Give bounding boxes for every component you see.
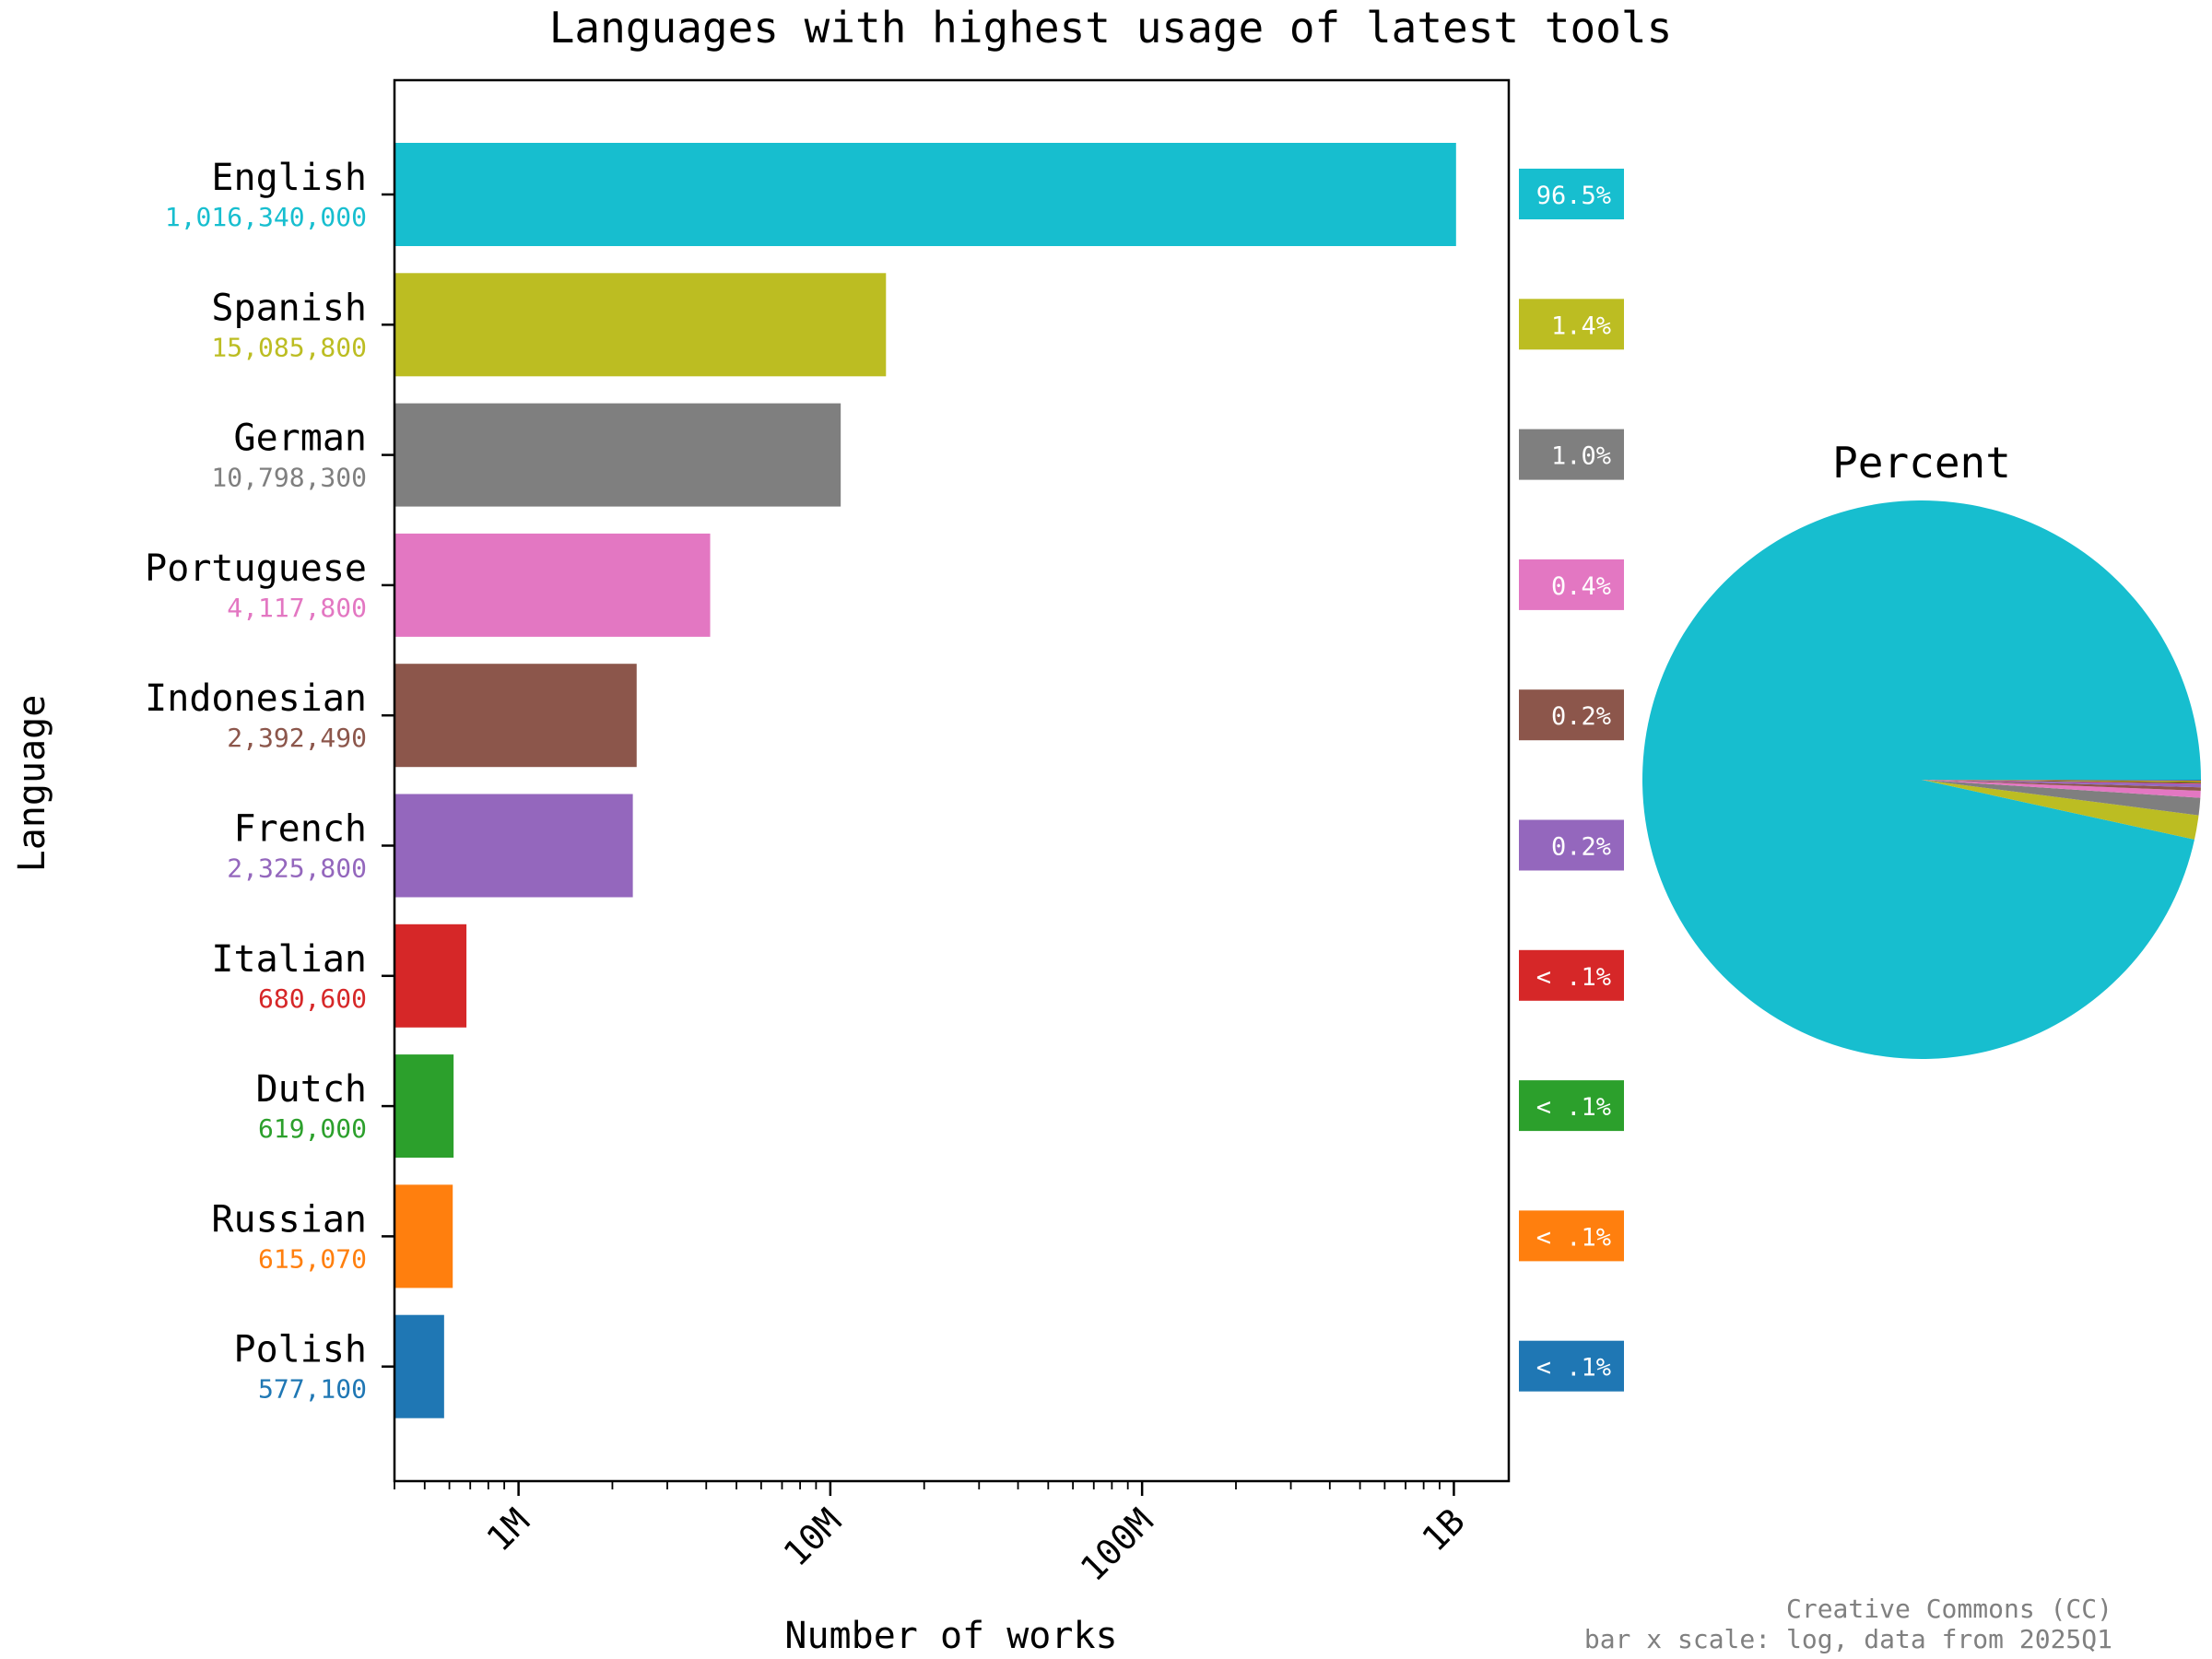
pie-slice-indonesian xyxy=(1922,780,2201,791)
bar-french xyxy=(394,794,633,898)
pie-slice-portuguese xyxy=(1922,780,2201,798)
value-label: 2,325,800 xyxy=(227,853,367,884)
pie-slice-italian xyxy=(1922,780,2201,784)
value-label: 615,070 xyxy=(258,1243,367,1274)
pie-slice-english xyxy=(1642,500,2201,1060)
percent-badge xyxy=(1519,689,1624,741)
percent-badges: 96.5% 1.4% 1.0% 0.4% 0.2% 0.2% < .1% < .1% < .1%… xyxy=(1519,169,1624,1392)
category-label: English xyxy=(211,157,367,199)
percent-label: 1.0% xyxy=(1551,442,1611,471)
percent-label: 0.2% xyxy=(1551,702,1611,731)
percent-badge xyxy=(1519,169,1624,219)
pie-slice-spanish xyxy=(1922,780,2199,840)
percent-badge xyxy=(1519,1210,1624,1262)
pie-slice-polish xyxy=(1922,780,2201,781)
category-label: German xyxy=(234,418,368,460)
footer-scale-note: bar x scale: log, data from 2025Q1 xyxy=(1584,1624,2112,1654)
bar-spanish xyxy=(394,273,887,377)
percent-badge xyxy=(1519,429,1624,480)
bar-indonesian xyxy=(394,664,637,768)
pie-chart xyxy=(1642,500,2201,1060)
bar-german xyxy=(394,403,841,507)
y-axis-label: Language xyxy=(11,695,53,873)
percent-badge xyxy=(1519,1340,1624,1392)
percent-badge xyxy=(1519,299,1624,350)
percent-label: 0.2% xyxy=(1551,833,1611,862)
pie-slice-dutch xyxy=(1922,780,2201,783)
pie-title: Percent xyxy=(1832,438,2011,488)
percent-label: 0.4% xyxy=(1551,572,1611,601)
pie-slice-french xyxy=(1922,780,2201,788)
bar-english xyxy=(394,143,1456,246)
percent-badge xyxy=(1519,949,1624,1001)
value-label: 4,117,800 xyxy=(227,593,367,623)
percent-label: 1.4% xyxy=(1551,312,1611,340)
category-label: Portuguese xyxy=(145,547,367,590)
bar-russian xyxy=(394,1184,453,1288)
value-label: 680,600 xyxy=(258,983,367,1014)
bar-dutch xyxy=(394,1054,454,1159)
category-label: Italian xyxy=(211,938,367,981)
percent-badge xyxy=(1519,819,1624,871)
pie-slice-russian xyxy=(1922,780,2201,782)
percent-label: 96.5% xyxy=(1536,182,1611,210)
category-label: Dutch xyxy=(256,1068,367,1111)
value-label: 619,000 xyxy=(258,1113,367,1144)
pie-slice-german xyxy=(1922,780,2201,816)
bar-italian xyxy=(394,924,467,1028)
percent-badge xyxy=(1519,559,1624,610)
category-label: Polish xyxy=(234,1329,368,1371)
value-label: 10,798,300 xyxy=(211,463,367,493)
bars-layer xyxy=(394,143,1456,1418)
bar-polish xyxy=(394,1314,444,1418)
category-label: French xyxy=(234,808,368,851)
percent-label: < .1% xyxy=(1536,1223,1611,1252)
x-axis-label: Number of works xyxy=(784,1615,1117,1657)
value-label: 577,100 xyxy=(258,1374,367,1405)
chart-title: Languages with highest usage of latest t… xyxy=(549,3,1673,53)
percent-badge xyxy=(1519,1080,1624,1132)
percent-label: < .1% xyxy=(1536,1354,1611,1382)
percent-label: < .1% xyxy=(1536,963,1611,992)
footer-credit: Creative Commons (CC) xyxy=(1786,1594,2112,1624)
plot-frame xyxy=(393,78,1511,1483)
value-label: 2,392,490 xyxy=(227,723,367,753)
percent-label: < .1% xyxy=(1536,1093,1611,1122)
category-label: Indonesian xyxy=(145,677,367,720)
category-label: Spanish xyxy=(211,287,367,329)
value-label: 1,016,340,000 xyxy=(165,202,367,232)
bar-portuguese xyxy=(394,533,711,637)
value-label: 15,085,800 xyxy=(211,332,367,362)
category-label: Russian xyxy=(211,1198,367,1241)
